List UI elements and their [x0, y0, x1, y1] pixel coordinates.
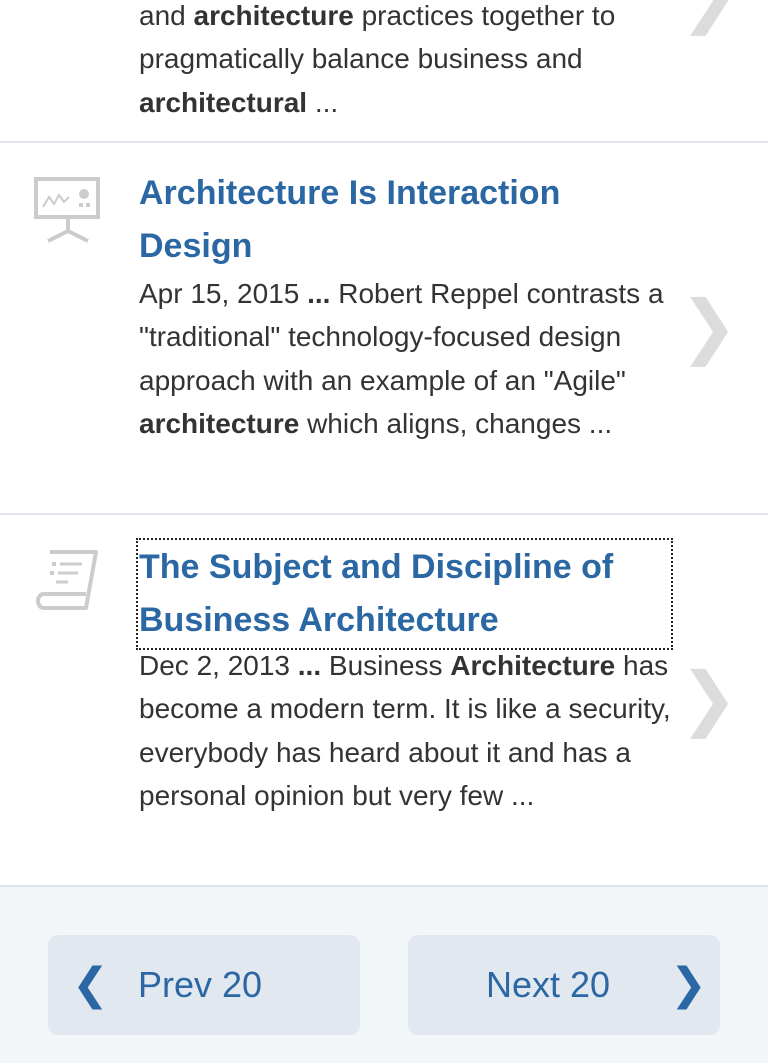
result-title-link[interactable]: The Subject and Discipline of Business A… — [136, 538, 673, 650]
chevron-right-icon: ❯ — [679, 657, 738, 739]
chevron-left-icon: ❮ — [72, 959, 109, 1010]
result-snippet: and architecture practices together to p… — [139, 0, 616, 118]
chevron-right-icon: ❯ — [679, 0, 738, 30]
next-page-label: Next 20 — [486, 964, 611, 1005]
result-snippet: Dec 2, 2013 ... Business Architecture ha… — [139, 650, 671, 811]
result-item-1[interactable]: ❯ and architecture practices together to… — [0, 0, 768, 143]
next-page-button[interactable]: Next 20 ❯ — [408, 935, 720, 1035]
chevron-right-icon: ❯ — [679, 285, 738, 367]
prev-page-button[interactable]: ❮ Prev 20 — [48, 935, 360, 1035]
presentation-icon — [34, 177, 102, 248]
result-snippet: Apr 15, 2015 ... Robert Reppel contrasts… — [139, 278, 664, 439]
result-item-3[interactable]: The Subject and Discipline of Business A… — [0, 515, 768, 887]
pagination: ❮ Prev 20 Next 20 ❯ — [0, 887, 768, 1063]
prev-page-label: Prev 20 — [138, 964, 263, 1005]
document-scroll-icon — [34, 548, 102, 621]
result-item-2[interactable]: Architecture Is Interaction Design Apr 1… — [0, 143, 768, 515]
result-title-link[interactable]: Architecture Is Interaction Design — [139, 174, 561, 265]
chevron-right-icon: ❯ — [670, 959, 707, 1010]
